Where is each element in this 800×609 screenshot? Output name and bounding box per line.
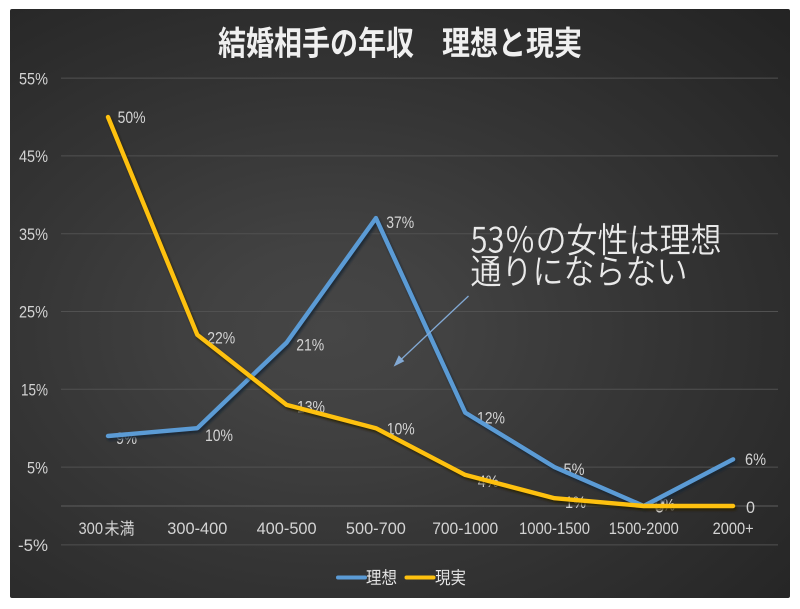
svg-text:300: 300 [79,519,104,538]
svg-text:10%: 10% [387,419,415,438]
svg-text:1000-1500: 1000-1500 [519,519,590,538]
svg-text:50%: 50% [118,108,146,127]
svg-text:35%: 35% [19,225,48,244]
svg-text:2000+: 2000+ [713,519,754,538]
svg-text:400-500: 400-500 [257,519,317,538]
svg-text:25%: 25% [19,303,48,322]
svg-text:500-700: 500-700 [346,519,406,538]
svg-text:0: 0 [746,498,755,517]
svg-text:37%: 37% [386,213,414,232]
svg-text:22%: 22% [207,329,235,348]
svg-text:45%: 45% [19,147,48,166]
svg-text:-5%: -5% [18,536,48,555]
svg-text:21%: 21% [296,336,324,355]
svg-text:300-400: 300-400 [167,519,227,538]
svg-text:1500-2000: 1500-2000 [609,519,679,538]
svg-text:6%: 6% [745,450,766,469]
svg-text:15%: 15% [21,381,48,400]
svg-text:700-1000: 700-1000 [432,519,498,538]
svg-text:55%: 55% [19,69,48,88]
svg-text:10%: 10% [205,426,233,445]
svg-text:5%: 5% [27,458,48,477]
